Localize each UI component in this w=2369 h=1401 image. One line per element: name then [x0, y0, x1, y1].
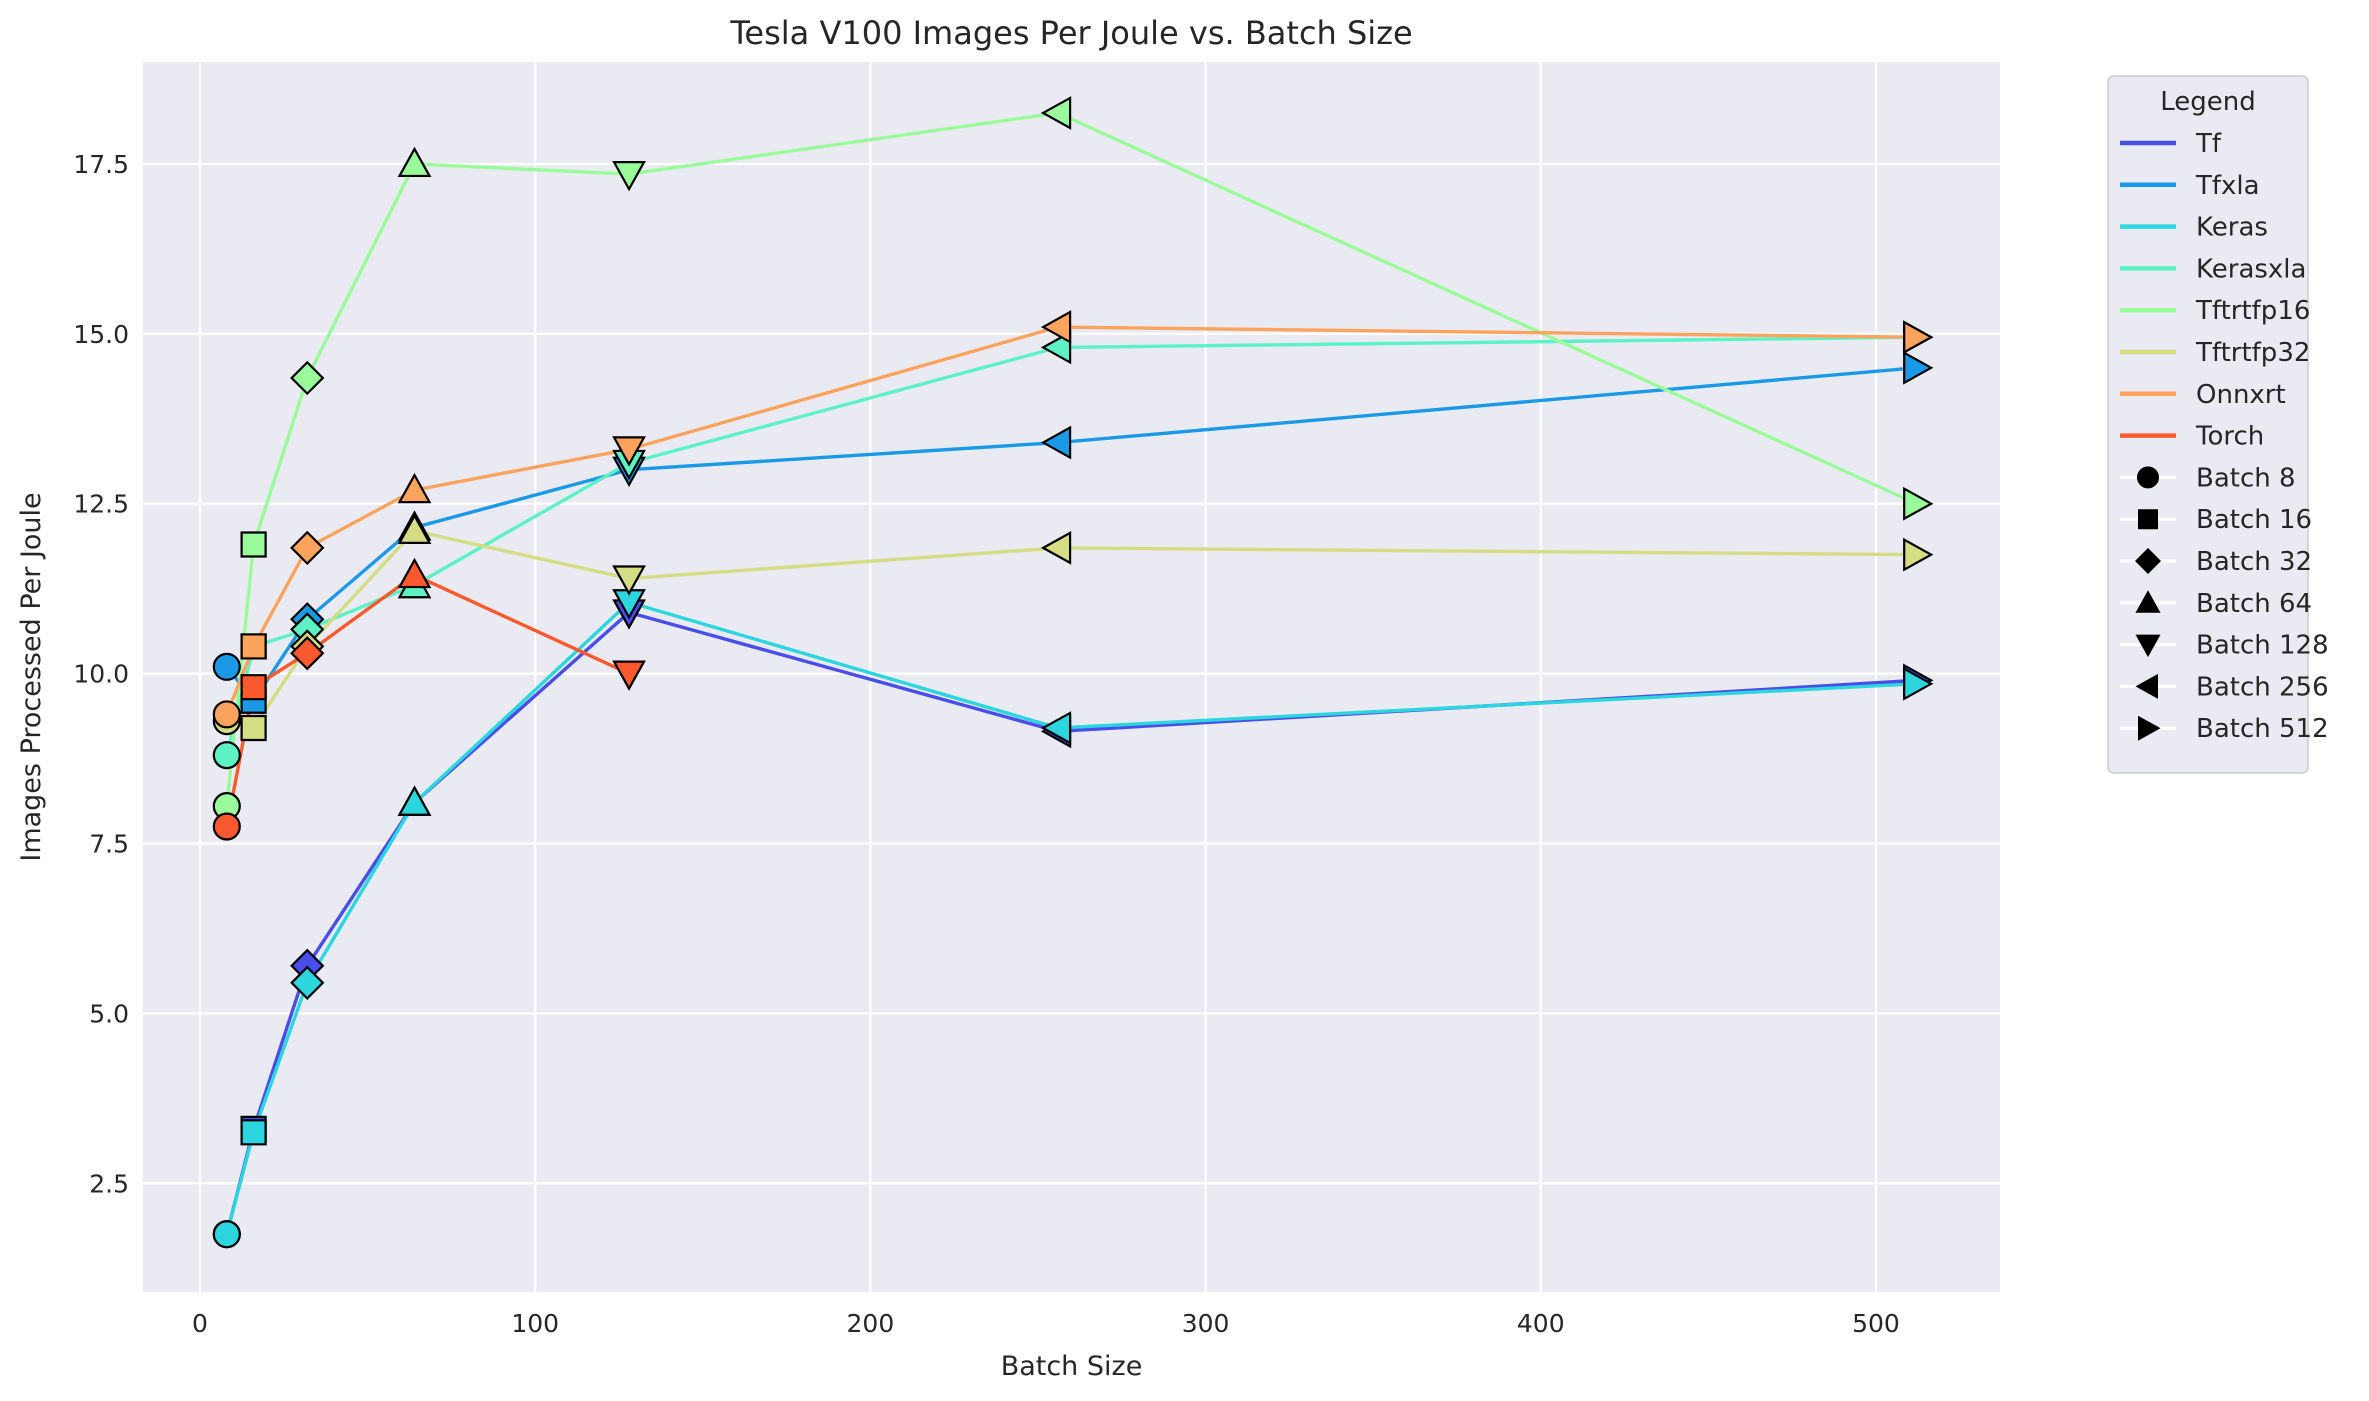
legend-marker-triangle-left	[2135, 673, 2158, 699]
y-tick-label: 5.0	[89, 999, 129, 1028]
chart-title: Tesla V100 Images Per Joule vs. Batch Si…	[729, 14, 1412, 52]
legend-label: Batch 512	[2196, 714, 2329, 744]
data-point-torch	[290, 636, 325, 671]
legend-label: Tfxla	[2195, 171, 2260, 201]
grid-lines	[143, 62, 2000, 1292]
data-point-onnxrt	[290, 530, 325, 566]
legend-label: Tftrtfp32	[2195, 338, 2310, 368]
data-point-torch	[612, 660, 646, 691]
data-point-onnxrt	[397, 472, 432, 504]
data-point-onnxrt	[1903, 320, 1934, 355]
data-point-onnxrt	[612, 436, 646, 467]
y-tick-label: 7.5	[89, 829, 129, 858]
legend-label: Tftrtfp16	[2195, 296, 2310, 326]
data-point-tftrtfp32	[1903, 537, 1934, 572]
legend-label: Batch 16	[2196, 505, 2312, 535]
data-point-tftrtfp32	[612, 565, 646, 596]
legend-marker-circle	[2137, 466, 2159, 489]
data-point-torch	[397, 557, 432, 589]
x-tick-label: 200	[847, 1309, 895, 1338]
x-tick-label: 500	[1852, 1309, 1900, 1338]
data-point-kerasxla	[212, 741, 241, 770]
data-point-onnxrt	[212, 700, 241, 729]
legend-label: Batch 128	[2196, 631, 2329, 661]
data-point-torch	[240, 674, 267, 701]
data-point-keras	[290, 965, 325, 1000]
legend-marker-triangle-up	[2135, 590, 2161, 613]
plot-area	[143, 62, 2000, 1292]
data-point-tfxla	[1903, 350, 1934, 385]
legend-label: Keras	[2196, 213, 2268, 243]
legend: Legend Tf Tfxla Keras Kerasxla Tftrtfp16 Tftr…	[2107, 75, 2329, 774]
legend-label: Onnxrt	[2196, 380, 2286, 410]
series-markers	[212, 96, 1934, 1249]
data-point-tftrtfp16	[290, 360, 325, 396]
legend-label: Batch 64	[2196, 589, 2312, 619]
x-tick-label: 400	[1517, 1309, 1565, 1338]
x-tick-label: 0	[192, 1309, 208, 1338]
legend-box	[2107, 75, 2309, 774]
legend-label: Batch 8	[2196, 463, 2296, 493]
legend-marker-triangle-right	[2138, 715, 2161, 741]
data-point-tfxla	[1040, 425, 1072, 460]
data-point-keras	[1040, 711, 1072, 745]
data-point-onnxrt	[1040, 310, 1072, 344]
data-point-tftrtfp16	[397, 146, 432, 178]
data-point-keras	[240, 1119, 267, 1146]
data-point-tftrtfp16	[1040, 96, 1072, 130]
data-point-onnxrt	[240, 633, 267, 660]
y-tick-label: 15.0	[73, 320, 129, 349]
data-point-tfxla	[212, 652, 241, 681]
data-point-tftrtfp32	[397, 513, 432, 544]
data-point-tftrtfp16	[612, 161, 646, 192]
y-axis-label: Images Processed Per Joule	[16, 492, 47, 861]
legend-marker-triangle-down	[2135, 634, 2161, 658]
legend-label: Tf	[2195, 129, 2222, 159]
legend-label: Batch 32	[2196, 547, 2312, 577]
y-tick-label: 17.5	[73, 150, 129, 179]
data-point-keras	[212, 1220, 241, 1249]
x-axis-label: Batch Size	[1001, 1351, 1143, 1382]
legend-marker-square	[2138, 509, 2158, 530]
data-point-tftrtfp16	[240, 531, 267, 558]
legend-items: Tf Tfxla Keras Kerasxla Tftrtfp16 Tftrtfp32 On…	[2120, 129, 2329, 744]
legend-marker-diamond	[2135, 548, 2161, 574]
legend-label: Torch	[2195, 422, 2264, 452]
x-tick-label: 100	[511, 1309, 559, 1338]
data-point-torch	[212, 812, 241, 841]
legend-label: Kerasxla	[2196, 254, 2306, 284]
data-point-tftrtfp16	[1903, 486, 1934, 521]
data-point-keras	[1903, 666, 1934, 701]
data-point-kerasxla	[1040, 330, 1072, 365]
legend-label: Batch 256	[2196, 672, 2329, 702]
x-tick-label: 300	[1182, 1309, 1230, 1338]
tick-labels: 0 100 200 300 400 500 2.5 5.0 7.5 10.0 12.5 15.0 17.…	[73, 150, 1900, 1338]
y-tick-label: 2.5	[89, 1169, 129, 1198]
data-point-tftrtfp32	[1040, 531, 1072, 565]
y-tick-label: 10.0	[73, 660, 129, 689]
y-tick-label: 12.5	[73, 490, 129, 519]
legend-title: Legend	[2160, 87, 2256, 117]
data-point-keras	[397, 785, 432, 816]
data-point-tftrtfp32	[240, 714, 267, 742]
